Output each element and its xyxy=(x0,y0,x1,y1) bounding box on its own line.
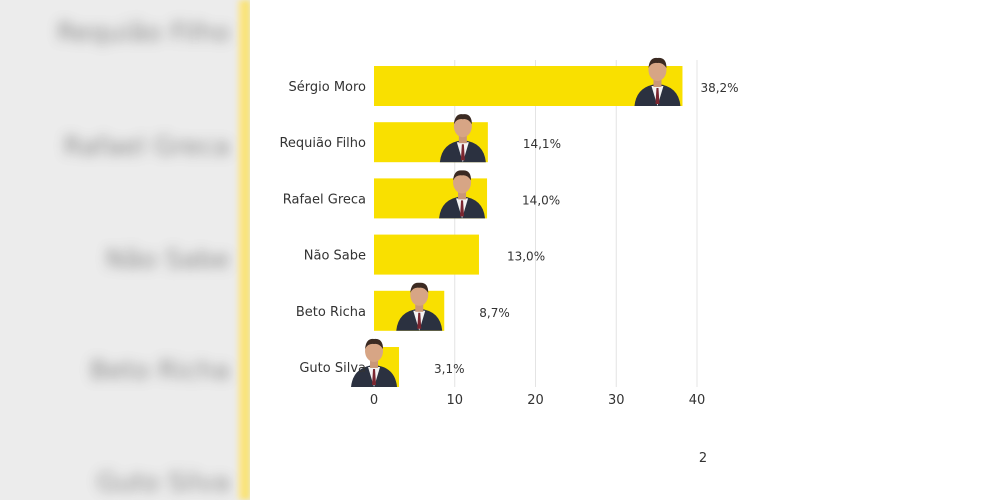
value-label: 14,0% xyxy=(522,193,560,207)
chart-panel: Sérgio Moro 38,2% Requião Filho 14,1% Rafael… xyxy=(250,0,1000,500)
x-tick-label: 0 xyxy=(370,393,378,408)
blurred-label: Beto Richa xyxy=(89,356,230,386)
category-label: Beto Richa xyxy=(296,305,366,320)
blurred-label: Requião Filho xyxy=(56,18,230,48)
blurred-label: Rafael Greca xyxy=(63,132,231,162)
bar xyxy=(374,66,683,106)
candidate-photo xyxy=(351,338,398,387)
x-tick-label: 20 xyxy=(527,393,544,408)
x-tick-label: 30 xyxy=(608,393,625,408)
page-number: 2 xyxy=(699,451,707,466)
category-label: Não Sabe xyxy=(304,249,366,264)
value-label: 13,0% xyxy=(507,250,545,264)
category-label: Rafael Greca xyxy=(283,192,366,207)
candidate-photo xyxy=(634,57,681,106)
category-label: Guto Silva xyxy=(299,361,366,376)
candidate-photo xyxy=(396,282,443,331)
blurred-background: Requião Filho Rafael Greca Não Sabe Beto… xyxy=(0,0,250,500)
x-tick-label: 40 xyxy=(689,393,706,408)
yellow-edge-strip xyxy=(238,0,250,500)
x-tick-label: 10 xyxy=(446,393,463,408)
blurred-label: Guto Silva xyxy=(96,468,230,498)
blurred-label: Não Sabe xyxy=(105,245,231,275)
value-label: 38,2% xyxy=(700,81,738,95)
category-label: Sérgio Moro xyxy=(289,80,367,95)
value-label: 14,1% xyxy=(523,137,561,151)
candidate-photo xyxy=(439,170,486,219)
value-label: 3,1% xyxy=(434,362,465,376)
bar-chart: Sérgio Moro 38,2% Requião Filho 14,1% Rafael… xyxy=(279,57,739,466)
category-label: Requião Filho xyxy=(279,136,366,151)
bar xyxy=(374,234,479,275)
candidate-photo xyxy=(439,114,486,163)
value-label: 8,7% xyxy=(479,306,510,320)
